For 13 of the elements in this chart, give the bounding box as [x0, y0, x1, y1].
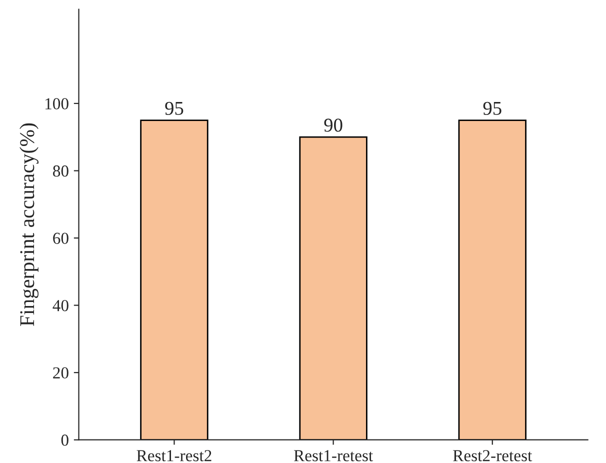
y-tick-label: 0 [61, 434, 68, 446]
y-tick-label: 60 [53, 232, 68, 244]
data-label: 95 [483, 102, 502, 115]
y-tick-label: 40 [52, 300, 68, 312]
x-tick-label: Rest1-retest [294, 450, 374, 462]
y-tick-label: 100 [46, 98, 68, 110]
y-axis-title: Fingerprint accuracy(%) [20, 123, 38, 326]
y-tick-label: 80 [53, 165, 68, 177]
y-tick-label: 20 [53, 367, 68, 379]
x-tick-label: Rest2-retest [453, 450, 532, 462]
data-label: 95 [165, 102, 184, 115]
data-label: 90 [324, 118, 342, 132]
x-tick-label: Rest1-rest2 [136, 450, 212, 462]
